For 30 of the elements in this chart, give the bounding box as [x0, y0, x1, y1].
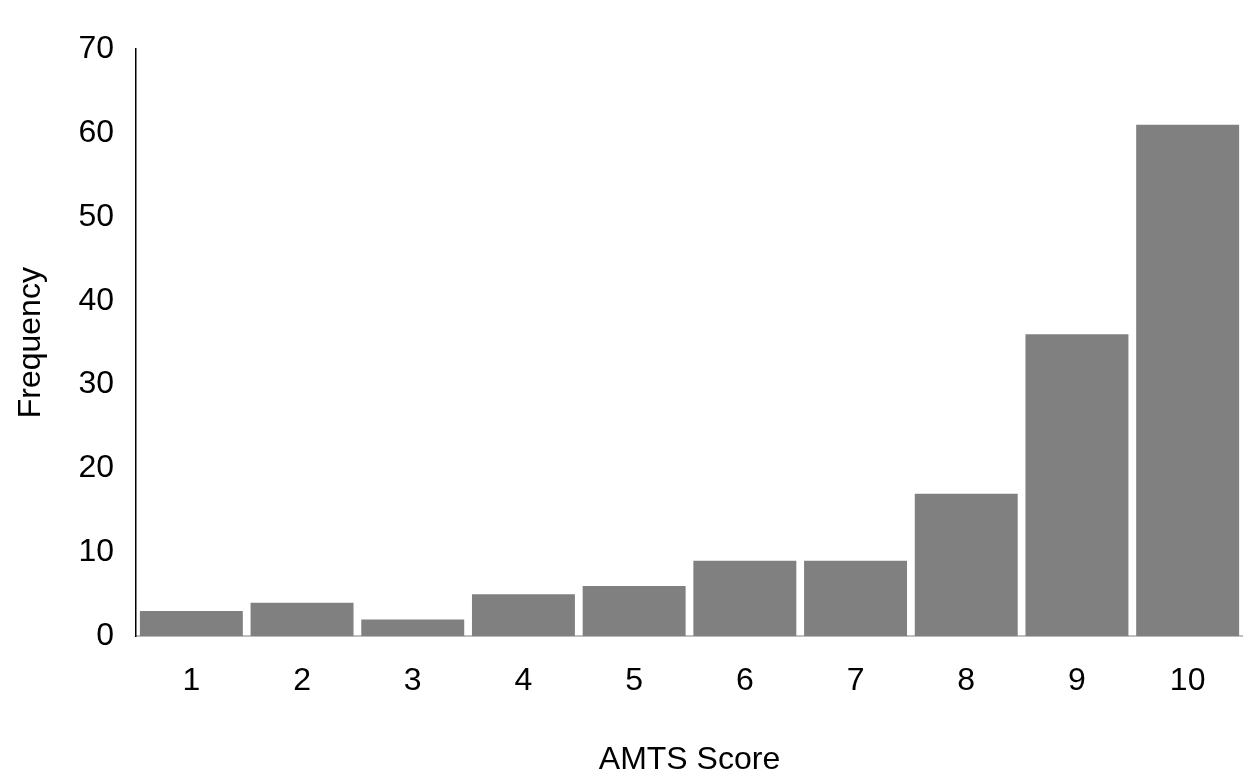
bar: [693, 560, 797, 637]
bar: [471, 594, 575, 637]
y-axis-title: Frequency: [11, 267, 48, 419]
x-tick-label: 2: [293, 661, 311, 698]
bar: [1136, 124, 1240, 637]
x-tick-label: 6: [735, 661, 754, 698]
bar: [914, 493, 1018, 637]
y-tick-label: 0: [96, 616, 114, 653]
bar: [250, 602, 354, 637]
y-tick-label: 60: [78, 112, 114, 149]
y-tick-label: 70: [78, 29, 114, 66]
x-tick-label: 3: [403, 661, 422, 698]
x-axis-title: AMTS Score: [598, 739, 781, 776]
x-tick-label: 10: [1169, 661, 1206, 698]
y-tick-label: 30: [78, 364, 114, 401]
y-tick-label: 40: [78, 280, 114, 317]
x-tick-label: 5: [625, 661, 644, 698]
x-tick-label: 9: [1068, 661, 1086, 698]
y-tick-label: 20: [78, 448, 114, 485]
bar: [361, 619, 465, 637]
x-tick-label: 7: [846, 661, 865, 698]
x-tick-label: 1: [182, 661, 201, 698]
y-tick-label: 50: [78, 196, 114, 233]
bar: [582, 585, 686, 637]
x-tick-label: 8: [957, 661, 976, 698]
bar: [804, 560, 908, 637]
bar: [1025, 334, 1129, 637]
x-tick-label: 4: [514, 661, 533, 698]
y-tick-label: 10: [78, 532, 114, 569]
bar: [139, 611, 243, 637]
